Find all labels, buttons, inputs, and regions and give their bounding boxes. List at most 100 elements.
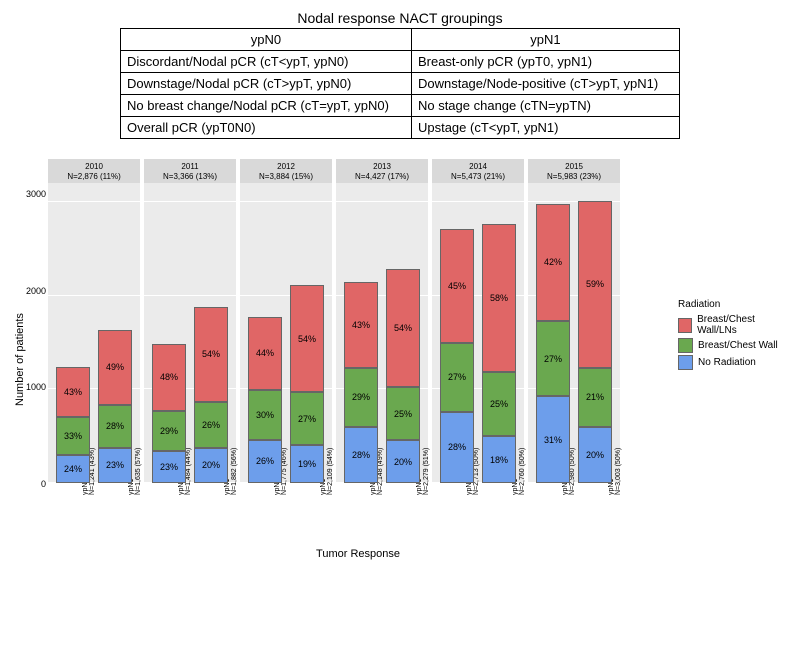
bar-segment: 19% [290,445,324,483]
facet-panels: 2010N=2,876 (11%)24%33%43%23%28%49%ypN0N… [48,159,668,540]
bar-segment: 28% [98,405,132,448]
x-ticks: ypN0N=1,241 (43%)ypN1N=1,635 (57%) [48,485,140,540]
facet-strip: 2012N=3,884 (15%) [240,159,332,183]
x-tick-label: ypN1N=2,279 (51%) [416,485,471,495]
table-title: Nodal response NACT groupings [120,10,680,26]
panel: 2010N=2,876 (11%)24%33%43%23%28%49%ypN0N… [48,159,140,540]
bar-segment: 43% [56,367,90,417]
th-ypn0: ypN0 [121,29,412,51]
bar-segment: 27% [536,321,570,396]
y-axis-label: Number of patients [10,220,26,500]
facet-strip: 2014N=5,473 (21%) [432,159,524,183]
legend: Radiation Breast/Chest Wall/LNs Breast/Ch… [678,299,790,372]
bar-segment: 58% [482,224,516,371]
plot-area: 23%29%48%20%26%54% [144,183,236,483]
bar-segment: 27% [290,392,324,445]
legend-item: Breast/Chest Wall [678,338,790,353]
groupings-table: ypN0 ypN1 Discordant/Nodal pCR (cT<ypT, … [120,28,680,139]
legend-label: Breast/Chest Wall/LNs [697,314,790,336]
ytick: 3000 [26,189,46,199]
bar-segment: 27% [440,343,474,412]
bar-segment: 18% [482,436,516,483]
bar-segment: 24% [56,455,90,483]
bar-segment: 54% [290,285,324,392]
stacked-bar: 23%28%49% [98,330,132,483]
bar-segment: 54% [386,269,420,386]
stacked-bar: 18%25%58% [482,224,516,483]
bar-segment: 28% [440,412,474,483]
cell: Downstage/Nodal pCR (cT>ypT, ypN0) [121,73,412,95]
stacked-bar: 28%27%45% [440,229,474,483]
bar-segment: 26% [248,440,282,483]
stacked-bar: 23%29%48% [152,344,186,483]
bar-segment: 20% [386,440,420,483]
stacked-bar: 19%27%54% [290,285,324,483]
stacked-bar: 20%26%54% [194,307,228,483]
cell: Breast-only pCR (ypT0, ypN1) [411,51,679,73]
bar-segment: 29% [152,411,186,451]
stacked-bar: 26%30%44% [248,317,282,483]
bar-segment: 28% [344,427,378,483]
bar-segment: 49% [98,330,132,405]
cell: Upstage (cT<ypT, ypN1) [411,117,679,139]
x-tick-label: ypN1N=3,003 (50%) [608,485,663,495]
plot-area: 31%27%42%20%21%59% [528,183,620,483]
bar-segment: 44% [248,317,282,390]
legend-label: Breast/Chest Wall [698,340,778,351]
plot-area: 26%30%44%19%27%54% [240,183,332,483]
bar-segment: 59% [578,201,612,367]
bar-segment: 31% [536,396,570,483]
plot-area: 28%29%43%20%25%54% [336,183,428,483]
bar-segment: 21% [578,368,612,427]
bar-segment: 54% [194,307,228,402]
cell: Overall pCR (ypT0N0) [121,117,412,139]
facet-strip: 2015N=5,983 (23%) [528,159,620,183]
bar-segment: 23% [152,451,186,483]
bar-segment: 29% [344,368,378,426]
bar-segment: 26% [194,402,228,448]
stacked-bar: 20%21%59% [578,201,612,483]
chart: Number of patients 3000 2000 1000 0 2010… [10,159,790,560]
panel: 2015N=5,983 (23%)31%27%42%20%21%59%ypN0N… [528,159,620,540]
legend-swatch [678,318,692,333]
panel: 2012N=3,884 (15%)26%30%44%19%27%54%ypN0N… [240,159,332,540]
bar-segment: 20% [578,427,612,483]
bar-segment: 25% [482,372,516,437]
bar-segment: 42% [536,204,570,321]
legend-swatch [678,338,693,353]
stacked-bar: 28%29%43% [344,282,378,483]
facet-strip: 2010N=2,876 (11%) [48,159,140,183]
bar-segment: 48% [152,344,186,411]
facet-strip: 2013N=4,427 (17%) [336,159,428,183]
bar-segment: 25% [386,387,420,440]
bar-segment: 43% [344,282,378,369]
x-tick-label: ypN1N=2,109 (54%) [320,485,375,495]
plot-area: 28%27%45%18%25%58% [432,183,524,483]
bar-segment: 23% [98,448,132,483]
panel: 2011N=3,366 (13%)23%29%48%20%26%54%ypN0N… [144,159,236,540]
ytick: 0 [26,479,46,489]
legend-item: No Radiation [678,355,790,370]
legend-title: Radiation [678,299,790,310]
stacked-bar: 20%25%54% [386,269,420,483]
x-tick-label: ypN1N=1,882 (56%) [224,485,279,495]
panel: 2014N=5,473 (21%)28%27%45%18%25%58%ypN0N… [432,159,524,540]
cell: Downstage/Node-positive (cT>ypT, ypN1) [411,73,679,95]
bar-segment: 33% [56,417,90,455]
legend-label: No Radiation [698,357,756,368]
x-tick-label: ypN1N=2,760 (50%) [512,485,567,495]
x-tick-label: ypN1N=1,635 (57%) [128,485,183,495]
bar-segment: 30% [248,390,282,440]
facet-strip: 2011N=3,366 (13%) [144,159,236,183]
th-ypn1: ypN1 [411,29,679,51]
stacked-bar: 31%27%42% [536,204,570,483]
legend-swatch [678,355,693,370]
stacked-bar: 24%33%43% [56,367,90,483]
ytick: 2000 [26,286,46,296]
bar-segment: 45% [440,229,474,343]
bar-segment: 20% [194,448,228,483]
ytick: 1000 [26,382,46,392]
x-axis-label: Tumor Response [48,548,668,560]
nact-table: Nodal response NACT groupings ypN0 ypN1 … [120,10,680,139]
plot-area: 24%33%43%23%28%49% [48,183,140,483]
